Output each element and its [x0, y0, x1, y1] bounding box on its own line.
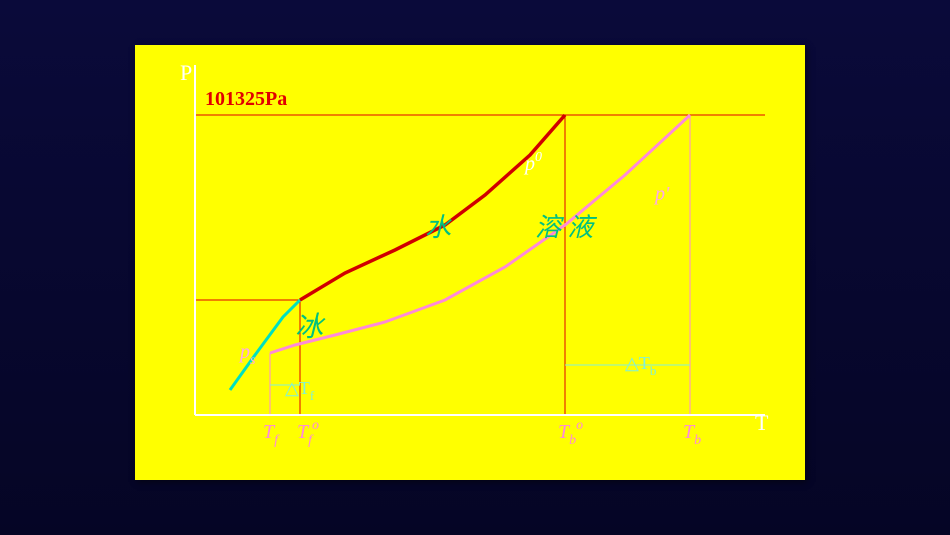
label-Tb0: Tbo [558, 418, 583, 448]
label-solution: 溶 液 [535, 213, 598, 242]
label-water: 水 [425, 213, 452, 242]
label-p0: p0 [523, 150, 542, 175]
label-Tf0: Tfo [297, 418, 319, 448]
label-p-prime: p' [653, 183, 670, 205]
phase-diagram-svg: PT101325Pa水溶 液冰psp0p'△Tf△TbTfTfoTboTb [135, 45, 805, 480]
label-delta-Tb: △Tb [625, 353, 656, 378]
axis-label-P: P [180, 60, 192, 85]
curve-solution [270, 115, 690, 353]
curve-water [300, 115, 565, 300]
plot-panel: PT101325Pa水溶 液冰psp0p'△Tf△TbTfTfoTboTb [135, 45, 805, 480]
label-101325Pa: 101325Pa [205, 88, 287, 110]
label-Tf: Tf [263, 421, 280, 448]
label-ice: 冰 [295, 312, 326, 343]
axis-label-T: T [755, 410, 769, 435]
label-Tb: Tb [683, 421, 701, 448]
